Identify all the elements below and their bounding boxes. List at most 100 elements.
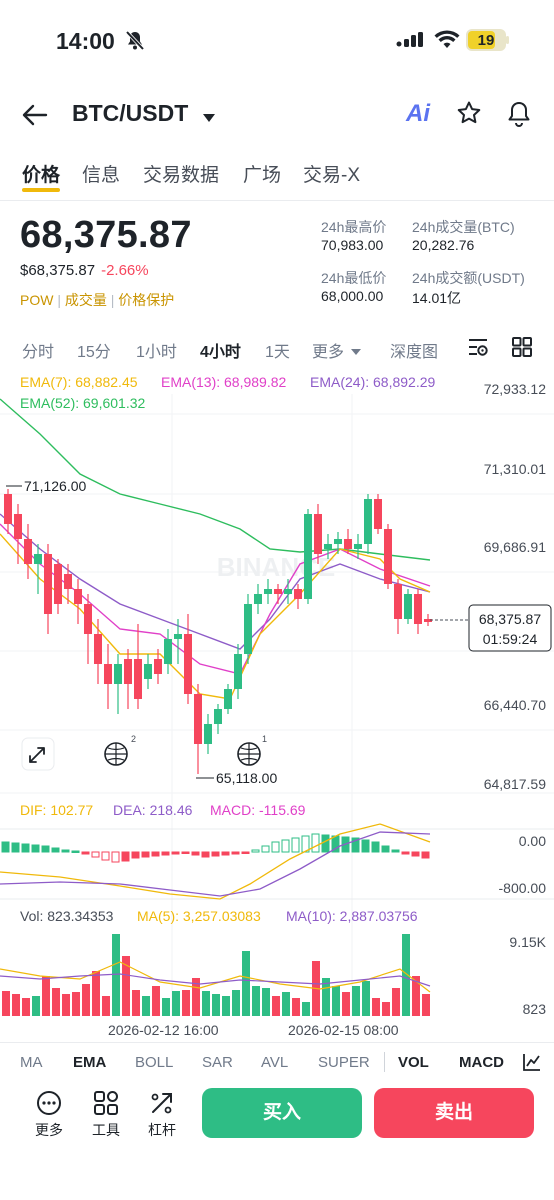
chart-grid (0, 394, 554, 1016)
leverage-label[interactable]: 杠杆 (148, 1122, 176, 1138)
indicator-vol[interactable]: VOL (398, 1054, 429, 1071)
volume-bar (42, 976, 50, 1016)
candle-body (344, 539, 352, 549)
macd-bar (171, 851, 180, 855)
pair-title[interactable]: BTC/USDT (72, 100, 189, 126)
volume-bar (12, 994, 20, 1016)
usd-price: $68,375.87 (20, 262, 96, 279)
interval-15m[interactable]: 15分 (77, 344, 111, 361)
volume-bar (302, 1002, 310, 1016)
tab-square[interactable]: 广场 (243, 165, 282, 186)
candle-body (334, 539, 342, 544)
candle-body (4, 494, 12, 524)
candle-body (364, 499, 372, 544)
macd-y-tick: -800.00 (499, 880, 547, 896)
dea-legend: DEA: 218.46 (113, 802, 193, 818)
sell-button[interactable]: 卖出 (374, 1088, 534, 1138)
more-label[interactable]: 更多 (35, 1122, 63, 1138)
more-dropdown-icon[interactable] (350, 343, 362, 361)
interval-4h[interactable]: 4小时 (200, 344, 241, 361)
volume-bar (112, 934, 120, 1016)
depth-chart-tab[interactable]: 深度图 (390, 344, 439, 361)
tab-info[interactable]: 信息 (82, 165, 121, 186)
indicator-super[interactable]: SUPER (318, 1054, 370, 1071)
tab-trading-data[interactable]: 交易数据 (143, 165, 220, 186)
macd-bar (31, 844, 40, 853)
pair-dropdown-icon[interactable] (202, 110, 216, 128)
macd-bar (241, 851, 250, 854)
high-value: 70,983.00 (321, 237, 384, 253)
macd-bar (401, 851, 410, 855)
interval-line[interactable]: 分时 (22, 344, 55, 361)
leverage-icon[interactable] (149, 1090, 175, 1121)
indicator-sar[interactable]: SAR (202, 1054, 233, 1071)
news-badge-icon[interactable]: 1 (237, 734, 267, 766)
indicator-ema[interactable]: EMA (73, 1054, 107, 1071)
vol-ma10-legend: MA(10): 2,887.03756 (286, 908, 418, 924)
vol-y-tick: 823 (523, 1001, 547, 1017)
wifi-icon (434, 30, 460, 55)
ai-assistant-icon[interactable]: Ai (406, 100, 430, 127)
macd-bar (11, 842, 20, 853)
y-tick: 66,440.70 (484, 697, 546, 713)
favorite-star-icon[interactable] (456, 100, 482, 131)
interval-1d[interactable]: 1天 (265, 344, 290, 361)
vol-y-tick: 9.15K (509, 934, 546, 950)
macd-bar (181, 851, 190, 854)
macd-bar (301, 835, 310, 853)
indicator-macd[interactable]: MACD (459, 1054, 504, 1071)
tag-price-protection[interactable]: 价格保护 (118, 292, 175, 308)
tag-pow[interactable]: POW (20, 292, 54, 308)
macd-bar (101, 851, 110, 861)
macd-bar (411, 851, 420, 857)
interval-1h[interactable]: 1小时 (136, 344, 177, 361)
volume-bar (122, 956, 130, 1016)
candle-body (404, 594, 412, 619)
battery-level (468, 31, 495, 49)
tools-icon[interactable] (93, 1090, 119, 1121)
buy-button[interactable]: 买入 (202, 1088, 362, 1138)
indicator-avl[interactable]: AVL (261, 1054, 289, 1071)
battery-percent: 19 (477, 32, 495, 49)
volume-bar (22, 998, 30, 1016)
news-badge-icon[interactable]: 2 (104, 734, 136, 766)
vol-ma10-line (0, 973, 431, 987)
indicator-settings-icon[interactable] (522, 1052, 542, 1077)
macd-y-tick: 0.00 (519, 833, 546, 849)
change-percent: -2.66% (101, 262, 149, 279)
macd-bar (211, 851, 220, 857)
indicator-divider (0, 1042, 554, 1043)
candle-body (134, 659, 142, 699)
alert-bell-icon[interactable] (506, 100, 532, 133)
macd-bar (191, 851, 200, 856)
tools-label[interactable]: 工具 (92, 1122, 120, 1138)
volume-panel (0, 934, 431, 1016)
chart-settings-icon[interactable] (467, 336, 489, 363)
candlestick-chart[interactable]: BINANCE EMA(7): 68,882.45 EMA(13): 68,98… (0, 364, 554, 1024)
back-arrow-icon[interactable] (22, 104, 48, 131)
tab-trade-x[interactable]: 交易-X (303, 165, 361, 186)
indicator-boll[interactable]: BOLL (135, 1054, 174, 1071)
layout-grid-icon[interactable] (511, 336, 533, 363)
vol-usdt-value: 14.01亿 (412, 290, 462, 306)
indicator-ma[interactable]: MA (20, 1054, 43, 1071)
more-menu-icon[interactable] (36, 1090, 62, 1121)
candle-body (24, 539, 32, 564)
interval-more[interactable]: 更多 (312, 344, 345, 361)
volume-bar (232, 990, 240, 1016)
candle-body (54, 564, 62, 604)
tag-volume[interactable]: 成交量 (64, 292, 107, 308)
volume-bar (72, 992, 80, 1016)
candle-body (84, 604, 92, 634)
tab-price[interactable]: 价格 (22, 165, 61, 186)
ema7-line (0, 533, 431, 700)
expand-icon[interactable] (21, 737, 55, 771)
volume-bar (222, 996, 230, 1016)
vol-ma5-legend: MA(5): 3,257.03083 (137, 908, 261, 924)
candle-body (204, 724, 212, 744)
tabs-divider (0, 200, 554, 201)
ema13-legend: EMA(13): 68,989.82 (161, 374, 287, 390)
high-annotation: 71,126.00 (24, 478, 86, 494)
macd-bar (251, 849, 260, 853)
current-price-box (468, 604, 552, 652)
